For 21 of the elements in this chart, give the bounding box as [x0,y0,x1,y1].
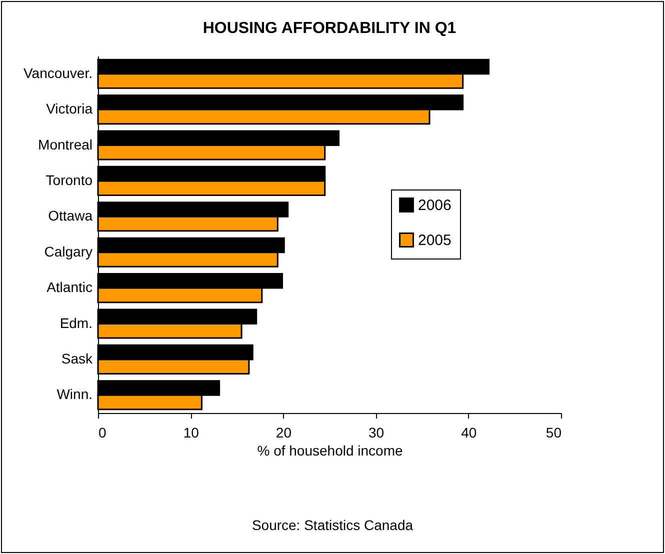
y-tick-label: Montreal [38,136,92,152]
legend-label: 2006 [418,197,452,214]
y-tick-label: Sask [61,350,94,366]
source-note: Source: Statistics Canada [250,517,414,533]
x-tick-label: 20 [276,424,292,440]
x-tick-label: 40 [461,424,477,440]
x-tick-label: 30 [368,424,384,440]
x-axis-title: % of household income [257,442,403,458]
y-tick-label: Calgary [44,243,92,260]
x-tick-label: 0 [98,424,106,440]
y-tick-label: Toronto [46,172,93,188]
y-tick-label: Winn. [56,386,92,402]
legend-label: 2005 [418,232,452,249]
y-tick-label: Ottawa [48,208,93,224]
y-tick-label: Vancouver. [23,64,92,81]
y-tick-label: Atlantic [46,279,92,296]
x-tick-label: 10 [183,424,200,440]
y-tick-label: Victoria [46,100,93,117]
x-tick-label: 50 [546,424,562,440]
y-tick-label: Edm. [60,314,92,331]
chart-title: HOUSING AFFORDABILITY IN Q1 [202,20,456,37]
